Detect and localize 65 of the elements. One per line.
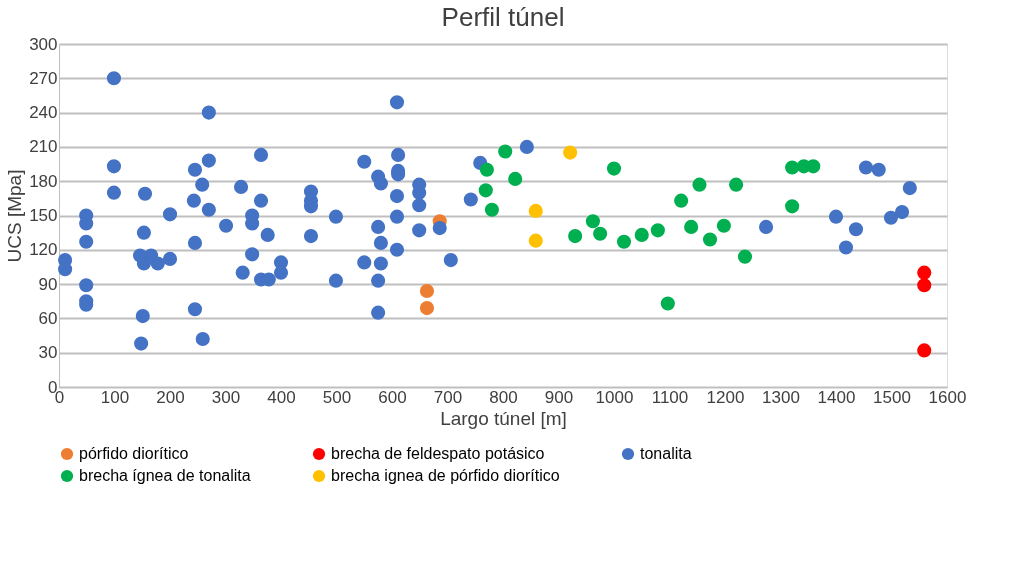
x-tick-label: 1200 <box>706 387 745 407</box>
point <box>479 162 494 177</box>
chart-title: Perfil túnel <box>441 2 565 32</box>
y-tick-label: 30 <box>38 343 58 363</box>
y-axis-title: UCS [Mpa] <box>4 169 26 263</box>
y-tick-label: 60 <box>38 308 58 328</box>
point <box>806 159 821 174</box>
x-tick-label: 100 <box>100 387 130 407</box>
point <box>660 296 675 311</box>
point <box>606 161 622 176</box>
point <box>478 183 493 198</box>
point <box>684 219 699 234</box>
x-tick-label: 400 <box>267 387 296 407</box>
point <box>674 193 689 208</box>
x-tick-label: 1000 <box>595 387 634 407</box>
x-tick-label: 900 <box>544 387 574 407</box>
point <box>702 232 718 247</box>
point <box>563 145 578 160</box>
point <box>585 214 600 229</box>
legend-label: brecha de feldespato potásico <box>331 445 545 462</box>
point <box>528 203 543 218</box>
point <box>616 234 632 249</box>
point <box>508 171 523 186</box>
x-tick-label: 500 <box>322 387 352 407</box>
point <box>785 160 800 175</box>
legend-label: brecha ignea de pórfido diorítico <box>331 467 560 484</box>
legend-label: pórfido diorítico <box>79 445 189 462</box>
y-tick-label: 90 <box>38 274 58 294</box>
point <box>484 202 499 217</box>
x-tick-label: 800 <box>489 387 518 407</box>
x-tick-label: 300 <box>211 387 241 407</box>
x-tick-label: 1500 <box>873 387 911 407</box>
x-tick-label: 600 <box>378 387 407 407</box>
point <box>634 227 649 242</box>
y-tick-label: 240 <box>29 103 58 123</box>
x-tick-label: 1600 <box>928 387 967 407</box>
y-tick-label: 120 <box>29 240 58 260</box>
point <box>692 177 707 192</box>
x-axis-title: Largo túnel [m] <box>440 407 567 429</box>
point <box>917 343 932 358</box>
x-tick-label: 200 <box>156 387 185 407</box>
point <box>737 249 753 264</box>
point <box>419 301 435 316</box>
x-tick-label: 1300 <box>762 387 800 407</box>
y-tick-label: 300 <box>29 34 58 54</box>
point <box>729 177 744 192</box>
point <box>785 199 800 214</box>
legend-label: brecha ígnea de tonalita <box>79 467 251 484</box>
point <box>568 229 583 244</box>
point <box>419 283 435 299</box>
y-tick-label: 150 <box>29 206 58 225</box>
legend-label: tonalita <box>640 445 692 462</box>
point <box>498 144 513 159</box>
point <box>917 265 932 280</box>
point <box>917 278 932 293</box>
x-tick-label: 700 <box>433 387 463 407</box>
point <box>716 218 731 233</box>
point <box>650 223 665 238</box>
y-tick-label: 180 <box>29 171 58 191</box>
x-tick-label: 1100 <box>651 387 689 407</box>
x-tick-label: 1400 <box>817 387 856 407</box>
y-tick-label: 210 <box>29 137 58 157</box>
point <box>528 233 543 248</box>
point <box>593 226 608 241</box>
y-tick-label: 270 <box>29 68 58 88</box>
